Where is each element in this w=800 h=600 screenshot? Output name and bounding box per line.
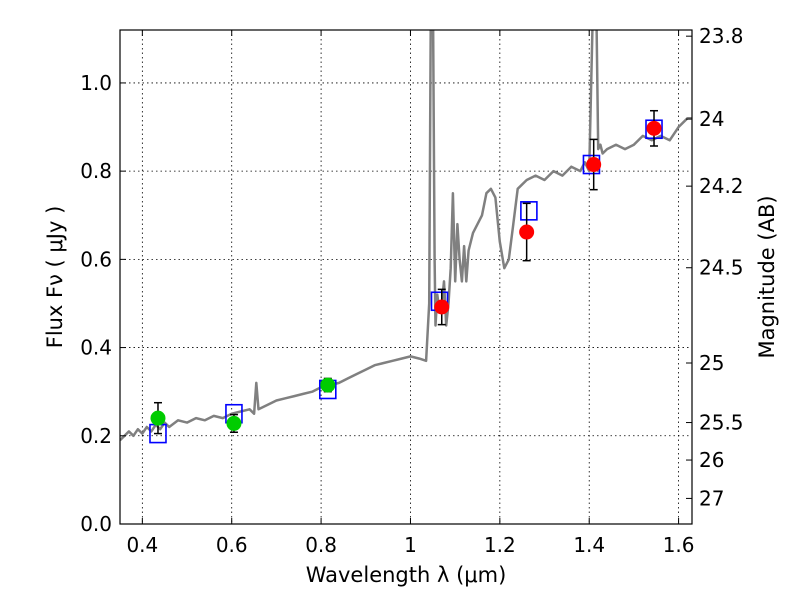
y-tick-label: 0.0 <box>80 512 112 536</box>
y-tick-label: 0.2 <box>80 424 112 448</box>
x-axis-label: Wavelength λ (μm) <box>306 563 507 587</box>
y-axis-label: Flux Fν ( μJy ) <box>43 206 67 349</box>
y-right-tick-label: 24.2 <box>699 174 744 198</box>
data-marks <box>149 109 663 444</box>
y-right-tick-label: 25.5 <box>699 411 744 435</box>
y-axis-right-label: Magnitude (AB) <box>755 195 779 358</box>
y-right-tick-label: 26 <box>699 448 724 472</box>
y-tick-label: 0.4 <box>80 336 112 360</box>
y-right-tick-label: 23.8 <box>699 24 744 48</box>
x-tick-label: 0.4 <box>126 533 158 557</box>
x-tick-label: 1 <box>404 533 417 557</box>
observed-flux-point <box>586 157 602 173</box>
model-spectrum-line <box>120 30 692 442</box>
observed-flux-point <box>519 224 535 240</box>
y-right-tick-label: 24.5 <box>699 256 744 280</box>
y-right-tick-label: 27 <box>699 486 724 510</box>
observed-flux-point <box>150 410 166 426</box>
y-tick-label: 0.6 <box>80 247 112 271</box>
observed-flux-point <box>320 377 336 393</box>
grid <box>120 30 692 525</box>
y-right-tick-label: 24 <box>699 107 724 131</box>
y-tick-label: 1.0 <box>80 71 112 95</box>
observed-flux-point <box>434 299 450 315</box>
x-tick-label: 1.2 <box>484 533 516 557</box>
y-tick-label: 0.8 <box>80 159 112 183</box>
plot-frame <box>119 29 693 525</box>
observed-flux-point <box>646 120 662 136</box>
observed-flux-point <box>226 415 242 431</box>
model-photometry-square <box>520 201 538 221</box>
axis-ticks: 0.4 0.6 0.8 1 1.2 1.4 1.6 0.0 0.2 0.4 0.6 0.8 1.0 23.… <box>80 24 743 557</box>
x-tick-label: 0.6 <box>216 533 248 557</box>
y-right-tick-label: 25 <box>699 351 724 375</box>
x-tick-label: 1.6 <box>663 533 695 557</box>
x-tick-label: 0.8 <box>305 533 337 557</box>
x-tick-label: 1.4 <box>573 533 605 557</box>
